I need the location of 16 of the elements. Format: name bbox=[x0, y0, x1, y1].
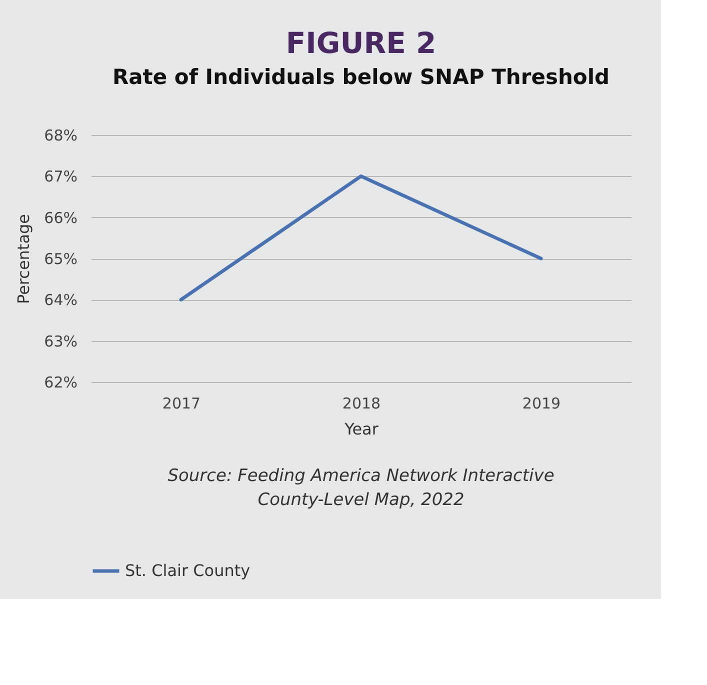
y-tick-label: 66% bbox=[44, 208, 78, 227]
x-tick-label: 2017 bbox=[162, 394, 201, 412]
x-tick-label: 2018 bbox=[342, 394, 381, 412]
x-tick-label: 2019 bbox=[522, 394, 561, 412]
x-axis-title: Year bbox=[344, 420, 379, 438]
y-tick-label: 67% bbox=[44, 168, 78, 186]
y-tick-label: 63% bbox=[44, 332, 78, 350]
source-note: Source: Feeding America Network Interactive County-Level Map, 2022 bbox=[168, 466, 554, 510]
legend-label: St. Clair County bbox=[125, 561, 250, 580]
y-tick-label: 62% bbox=[44, 374, 78, 392]
y-tick-label: 65% bbox=[44, 250, 78, 268]
chart-title: FIGURE 2 bbox=[286, 26, 436, 60]
y-tick-label: 64% bbox=[44, 291, 78, 310]
y-tick-label: 68% bbox=[44, 126, 78, 144]
y-axis-title: Percentage bbox=[14, 214, 34, 304]
chart-subtitle: Rate of Individuals below SNAP Threshold bbox=[112, 65, 610, 89]
